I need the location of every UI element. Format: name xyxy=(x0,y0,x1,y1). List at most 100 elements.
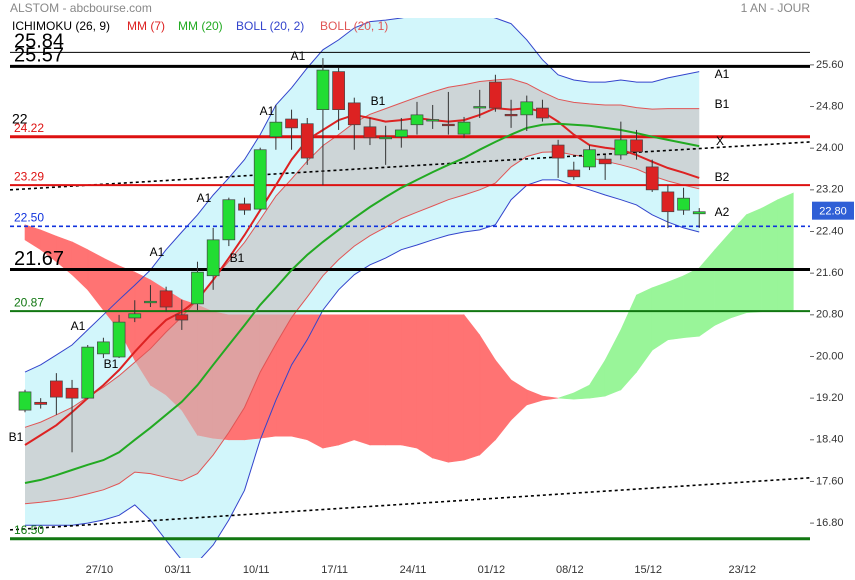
annotation: A1 xyxy=(291,49,306,63)
level-label: 16.50 xyxy=(14,523,44,537)
level-label: 20.87 xyxy=(14,295,44,309)
ichimoku-cloud xyxy=(730,214,747,319)
candle-body xyxy=(551,144,565,159)
chart-title: ALSTOM - abcbourse.com xyxy=(10,1,152,15)
annotation: B1 xyxy=(104,357,119,371)
candle-body xyxy=(489,81,502,109)
chart-subtitle: 1 AN - JOUR xyxy=(741,1,811,15)
candle-body xyxy=(238,203,251,211)
candle-body xyxy=(175,314,189,321)
x-tick-label: 23/12 xyxy=(729,564,757,576)
candle-body xyxy=(34,401,48,405)
bollinger-line xyxy=(24,78,700,428)
x-tick-label: 01/12 xyxy=(478,564,506,576)
y-tick-label: 23.20 xyxy=(816,184,844,196)
y-tick-label: 21.60 xyxy=(816,267,844,279)
plot-area xyxy=(10,18,810,558)
annotation: A1 xyxy=(150,245,165,259)
ichimoku-cloud xyxy=(322,314,339,449)
candle-body xyxy=(410,114,424,126)
candle-body xyxy=(457,121,471,135)
annotation: B1 xyxy=(9,430,24,444)
legend-entry: MM (7) xyxy=(127,19,165,33)
x-tick-label: 08/12 xyxy=(556,564,584,576)
ichimoku-cloud xyxy=(573,384,590,400)
candle-body xyxy=(645,166,659,191)
ichimoku-cloud xyxy=(620,294,637,391)
ichimoku-cloud xyxy=(558,392,575,400)
level-label: 21.67 xyxy=(14,248,64,270)
trend-line xyxy=(10,141,810,191)
ichimoku-cloud xyxy=(432,314,449,463)
moving-average xyxy=(24,107,700,446)
y-tick-label: 17.60 xyxy=(816,475,844,487)
x-tick-label: 03/11 xyxy=(164,564,191,576)
candle-body xyxy=(363,126,377,139)
level-label: 25.57 xyxy=(14,45,64,67)
candle-body xyxy=(630,139,643,153)
bollinger-line xyxy=(24,18,700,373)
ichimoku-cloud xyxy=(24,224,41,251)
candle-body xyxy=(300,123,314,159)
candle-body xyxy=(112,321,126,358)
candle-body xyxy=(677,197,690,211)
ichimoku-cloud xyxy=(401,314,418,449)
candle-body xyxy=(97,341,110,355)
y-tick-label: 20.80 xyxy=(816,309,844,321)
ichimoku-cloud xyxy=(71,241,89,291)
ichimoku-cloud xyxy=(698,248,716,337)
annotation: B1 xyxy=(230,251,245,265)
candle-body xyxy=(128,313,142,319)
annotation: B2 xyxy=(715,170,730,184)
x-tick-label: 17/11 xyxy=(321,564,348,576)
bollinger-fill xyxy=(25,78,700,504)
trend-line xyxy=(10,477,810,531)
legend-entry: ICHIMOKU (26, 9) xyxy=(12,19,110,33)
ichimoku-cloud xyxy=(291,314,308,441)
ichimoku-cloud xyxy=(777,192,794,312)
y-tick-label: 18.40 xyxy=(816,434,844,446)
ichimoku-cloud xyxy=(338,314,355,446)
last-price-box xyxy=(812,201,854,220)
level-label: 24.22 xyxy=(14,121,44,135)
candle-body xyxy=(269,121,283,138)
ichimoku-cloud xyxy=(353,314,371,446)
y-tick-label: 19.20 xyxy=(816,392,844,404)
ichimoku-cloud xyxy=(463,313,481,461)
candle-body xyxy=(332,71,345,110)
level-label: 25.84 xyxy=(14,31,64,53)
annotation: X xyxy=(716,134,724,148)
ichimoku-cloud xyxy=(526,389,543,406)
y-tick-label: 20.00 xyxy=(816,350,844,362)
candle-body xyxy=(426,119,440,122)
last-price-label: 22.80 xyxy=(819,206,847,218)
y-tick-label: 22.40 xyxy=(816,225,844,237)
ichimoku-cloud xyxy=(589,359,606,399)
candle-body xyxy=(394,129,408,138)
annotation: A2 xyxy=(715,205,730,219)
level-label: 22.50 xyxy=(14,210,44,224)
ichimoku-cloud xyxy=(651,281,669,351)
x-tick-label: 27/10 xyxy=(86,564,114,576)
candle-body xyxy=(536,107,549,119)
annotation: A1 xyxy=(197,191,212,205)
ichimoku-cloud xyxy=(87,249,104,312)
ichimoku-cloud xyxy=(448,314,465,463)
ichimoku-cloud xyxy=(761,199,778,313)
annotation: B1 xyxy=(715,97,730,111)
ichimoku-cloud xyxy=(416,314,433,459)
candle-body xyxy=(253,149,267,210)
legend-entry: MM (20) xyxy=(178,19,223,33)
ichimoku-cloud xyxy=(745,207,763,314)
candle-body xyxy=(191,271,204,305)
candle-body xyxy=(692,211,706,215)
candle-body xyxy=(144,300,157,304)
candle-body xyxy=(661,191,675,213)
x-tick-label: 10/11 xyxy=(243,564,270,576)
level-label: 23.29 xyxy=(14,169,44,183)
candle-body xyxy=(614,139,628,156)
candle-body xyxy=(598,158,612,165)
candle-body xyxy=(206,239,220,277)
ichimoku-cloud xyxy=(667,275,684,341)
